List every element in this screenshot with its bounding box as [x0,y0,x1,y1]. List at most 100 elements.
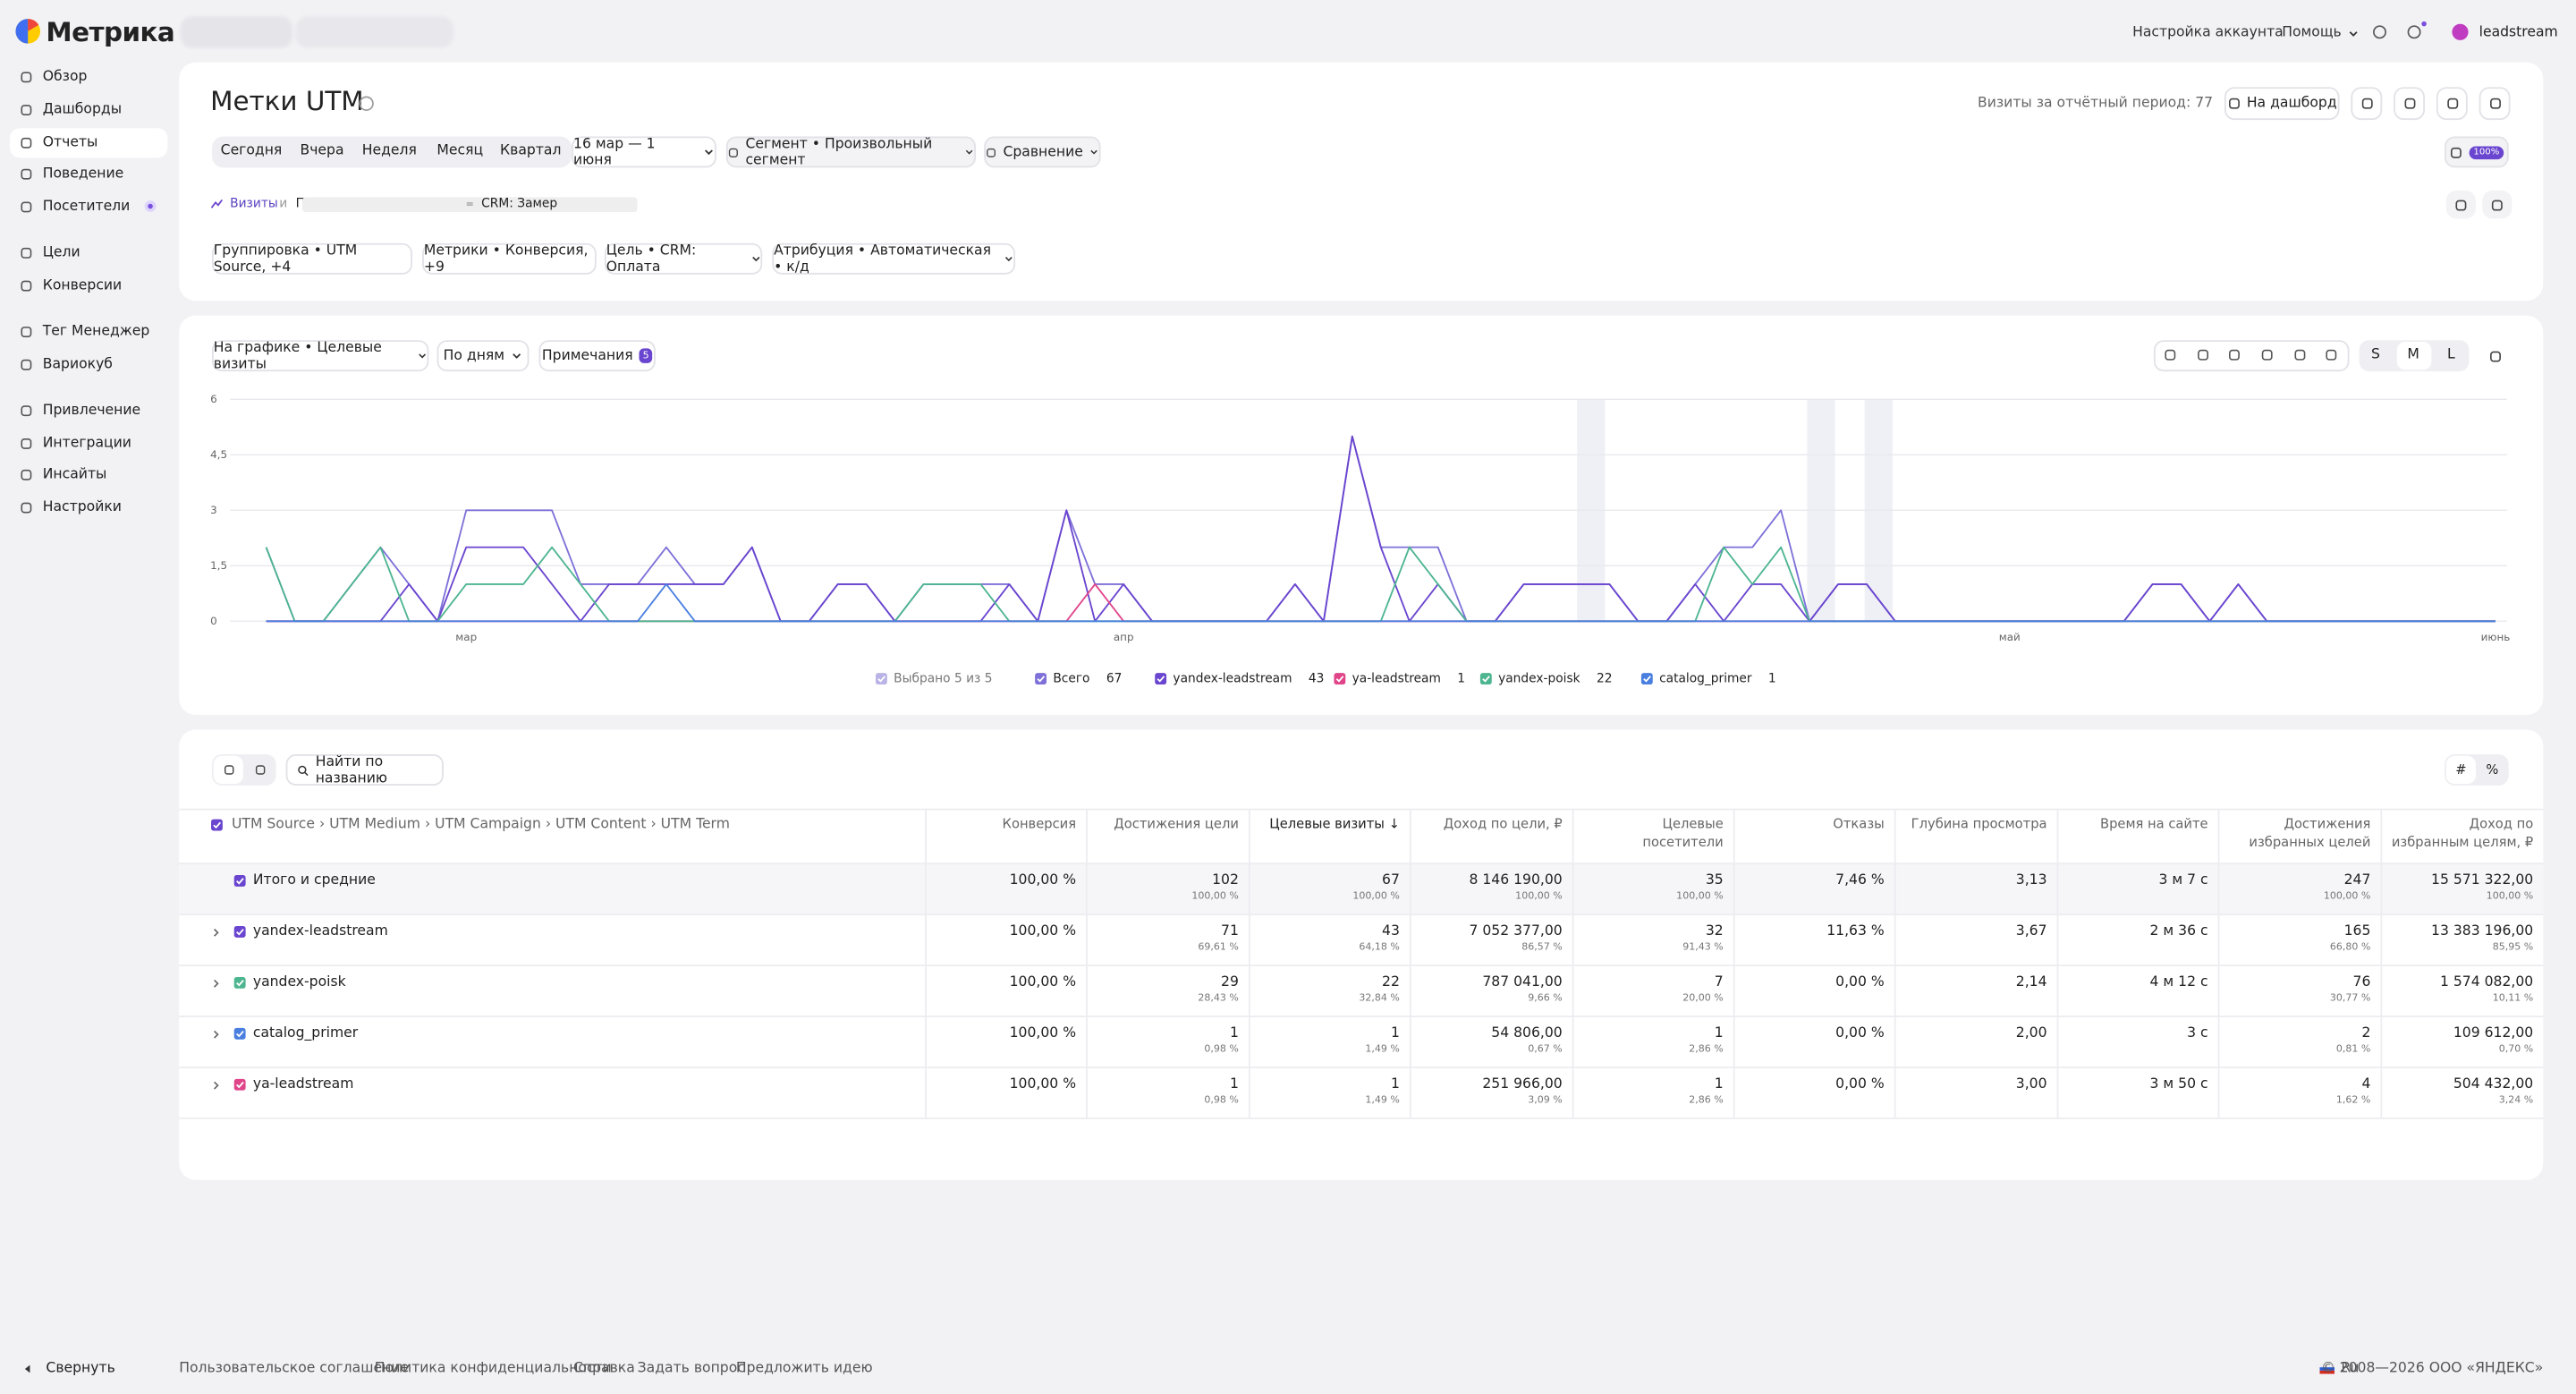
cell-value: 102 [1212,872,1239,889]
chart-card [179,315,2544,715]
search-box[interactable]: Найти по названию [285,753,444,786]
sidebar-item[interactable]: Инсайты [10,460,167,489]
column-header[interactable]: Конверсия [1002,816,1077,832]
sidebar-label: Тег Менеджер [42,323,150,341]
button-label: Метрики • Конверсия, +9 [423,242,589,276]
chart-metric-button[interactable]: На графике • Целевые визиты [211,339,429,373]
icon-shape [2228,98,2240,109]
sidebar-item[interactable]: Дашборды [10,96,167,125]
icon-button[interactable] [2394,87,2426,121]
sidebar-item[interactable]: Обзор [10,63,167,92]
sidebar-item[interactable]: Настройки [10,493,167,523]
icon-shape [254,765,265,775]
size-option[interactable]: S [2370,346,2380,363]
size-option[interactable]: L [2447,346,2455,363]
filter-button[interactable]: Атрибуция • Автоматическая • к/д [772,242,1016,276]
footer-link[interactable]: Задать вопрос [637,1360,745,1378]
icon-button[interactable] [2479,87,2511,121]
sidebar-item[interactable]: Интеграции [10,429,167,458]
column-header[interactable]: Целевые посетители [1642,816,1724,849]
icon-shape [2489,350,2501,361]
period-option[interactable]: Вчера [300,142,344,160]
breadcrumb-item[interactable]: CRM: Замер [481,195,558,211]
sidebar-item[interactable]: Тег Менеджер [10,317,167,346]
chevron [513,353,521,359]
sidebar-item[interactable]: Вариокуб [10,350,167,379]
period-option[interactable]: Квартал [500,142,562,160]
language[interactable]: Ru [2341,1360,2360,1378]
column-header[interactable]: Достижения цели [1114,816,1239,832]
dashboard-button[interactable]: На дашборд [2224,87,2340,121]
user-name[interactable]: leadstream [2479,24,2558,41]
button-label: На графике • Целевые визиты [213,339,382,373]
chevron-path [751,256,759,262]
icon-shape [2229,349,2240,361]
icon [987,148,996,157]
compare-button[interactable]: Сравнение [984,136,1101,168]
counter-selector[interactable] [181,16,292,48]
cell-share: 0,70 % [2498,1043,2534,1056]
checkbox-tick [236,1081,244,1089]
column-header[interactable]: Отказы [1833,816,1885,832]
expand-button[interactable] [2479,340,2511,372]
sidebar-item[interactable]: Цели [10,238,167,268]
zoom-button[interactable]: 100% [2445,136,2509,168]
icon-shape [21,247,32,259]
checkbox [211,819,223,831]
icon-button[interactable] [2482,191,2512,219]
legend-total: 43 [1309,672,1325,686]
filter-button[interactable]: Метрики • Конверсия, +9 [422,242,597,276]
mode-option[interactable]: % [2486,762,2499,778]
icon [21,72,32,83]
sidebar-label: Поведение [42,166,124,183]
filter-button[interactable]: Цель • CRM: Оплата [604,242,763,276]
topbar-link[interactable]: Настройка аккаунта [2132,24,2284,41]
cell-value: 165 [2343,923,2371,940]
checkbox [1640,673,1653,685]
period-option[interactable]: Месяц [436,142,484,160]
notes-button[interactable]: Примечания 5 [538,340,656,372]
copyright: © 2008—2026 ООО «ЯНДЕКС» [2321,1360,2544,1378]
legend-label: Всего [1053,672,1089,686]
column-header[interactable]: Доход по цели, ₽ [1443,816,1563,832]
footer-link[interactable]: Предложить идею [735,1360,873,1378]
icon-button[interactable] [2351,87,2383,121]
icon-button[interactable] [2436,87,2468,121]
column-header[interactable]: Время на сайте [2100,816,2208,832]
date-range-button[interactable]: 16 мар — 1 июня [572,136,716,168]
cell-value: 29 [1221,974,1239,991]
topbar-link[interactable]: Помощь [2282,23,2360,43]
cell-value: 100,00 % [1009,974,1077,991]
sidebar-item[interactable]: Привлечение [10,396,167,426]
column-header[interactable]: Доход по избранным целям, ₽ [2391,816,2534,849]
footer-link[interactable]: Справка [573,1360,635,1378]
sidebar-label: Дашборды [42,101,123,119]
sidebar-item[interactable]: Посетители [10,192,167,222]
icon [224,765,233,775]
sidebar-item[interactable]: Отчеты [10,128,168,158]
column-header[interactable]: Достижения избранных целей [2249,816,2371,849]
sidebar-item[interactable]: Поведение [10,159,167,189]
sidebar-collapse[interactable]: Свернуть [46,1360,115,1378]
counter-id[interactable] [295,16,453,48]
segment-button[interactable]: Сегмент • Произвольный сегмент [725,136,977,168]
footer-link[interactable]: Пользовательское соглашение [179,1360,410,1378]
footer-link[interactable]: Политика конфиденциальности [374,1360,612,1378]
row-divider [179,1016,2544,1017]
column-header[interactable]: Целевые визиты ↓ [1269,816,1400,832]
checkbox-tick [213,821,222,829]
filter-button[interactable]: Группировка • UTM Source, +4 [211,242,413,276]
chart-grouping-button[interactable]: По дням [436,340,530,372]
size-option[interactable]: M [2407,346,2419,363]
icon-button[interactable] [2445,191,2476,219]
mode-option[interactable]: # [2455,762,2467,778]
sidebar-item[interactable]: Конверсии [10,271,167,301]
checkbox-tick [1335,676,1344,683]
column-header[interactable]: Глубина просмотра [1911,816,2047,832]
sidebar-label: Посетители [42,199,131,216]
cell-value: 100,00 % [1009,872,1077,889]
period-option[interactable]: Сегодня [220,142,283,160]
period-option[interactable]: Неделя [361,142,417,160]
cell-share: 1,62 % [2335,1094,2371,1107]
breadcrumb-item[interactable]: Визиты [230,195,278,211]
